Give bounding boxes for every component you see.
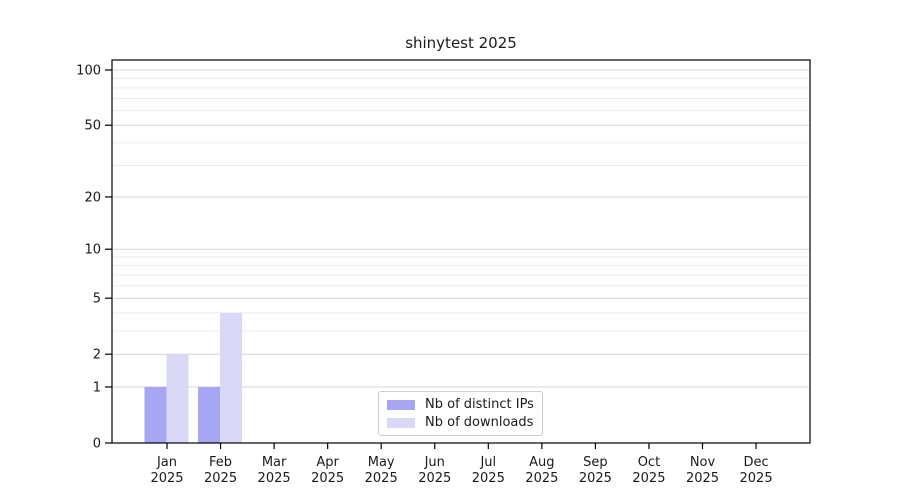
x-tick-label-month: Aug <box>529 455 554 470</box>
x-tick-label-month: Oct <box>638 455 660 470</box>
bar-distinct-ips-feb <box>198 386 221 443</box>
y-tick-label: 100 <box>76 64 101 79</box>
y-tick-label: 50 <box>84 119 101 134</box>
x-tick-label-year: 2025 <box>204 471 237 486</box>
chart-title: shinytest 2025 <box>405 34 517 52</box>
x-tick-label-year: 2025 <box>311 471 344 486</box>
x-tick-label-month: Apr <box>316 455 339 470</box>
plot-border <box>111 59 811 444</box>
x-tick-label-month: Nov <box>690 455 716 470</box>
y-tick-label: 0 <box>93 437 101 452</box>
bar-distinct-ips-jan <box>144 386 167 443</box>
x-tick-label-year: 2025 <box>472 471 505 486</box>
x-tick-label-year: 2025 <box>258 471 291 486</box>
x-tick-label-year: 2025 <box>740 471 773 486</box>
legend-item-downloads: Nb of downloads <box>387 415 534 430</box>
x-tick-label-month: Jul <box>479 455 496 470</box>
y-tick-label: 10 <box>84 243 101 258</box>
legend-swatch-distinct-ips <box>387 399 415 410</box>
x-tick-label-year: 2025 <box>579 471 612 486</box>
x-tick-label-year: 2025 <box>686 471 719 486</box>
legend-swatch-downloads <box>387 417 415 428</box>
x-tick-label-month: Feb <box>209 455 232 470</box>
x-tick-label-month: May <box>368 455 395 470</box>
x-tick-label-year: 2025 <box>365 471 398 486</box>
x-tick-label-year: 2025 <box>632 471 665 486</box>
y-tick-label: 2 <box>93 348 101 363</box>
y-tick-label: 5 <box>93 292 101 307</box>
x-tick-label-year: 2025 <box>150 471 183 486</box>
bar-downloads-feb <box>220 312 243 443</box>
x-tick-label-month: Sep <box>583 455 608 470</box>
y-tick-label: 20 <box>84 190 101 205</box>
chart-legend: Nb of distinct IPs Nb of downloads <box>378 391 543 436</box>
legend-item-distinct-ips: Nb of distinct IPs <box>387 397 534 412</box>
x-tick-label-month: Jun <box>424 455 445 470</box>
x-tick-label-month: Mar <box>262 455 287 470</box>
x-tick-label-year: 2025 <box>525 471 558 486</box>
legend-label-distinct-ips: Nb of distinct IPs <box>425 397 534 412</box>
x-tick-label-month: Dec <box>743 455 768 470</box>
legend-label-downloads: Nb of downloads <box>425 415 534 430</box>
x-tick-label-month: Jan <box>156 455 177 470</box>
bar-downloads-jan <box>166 354 189 443</box>
x-tick-label-year: 2025 <box>418 471 451 486</box>
y-tick-label: 1 <box>93 380 101 395</box>
